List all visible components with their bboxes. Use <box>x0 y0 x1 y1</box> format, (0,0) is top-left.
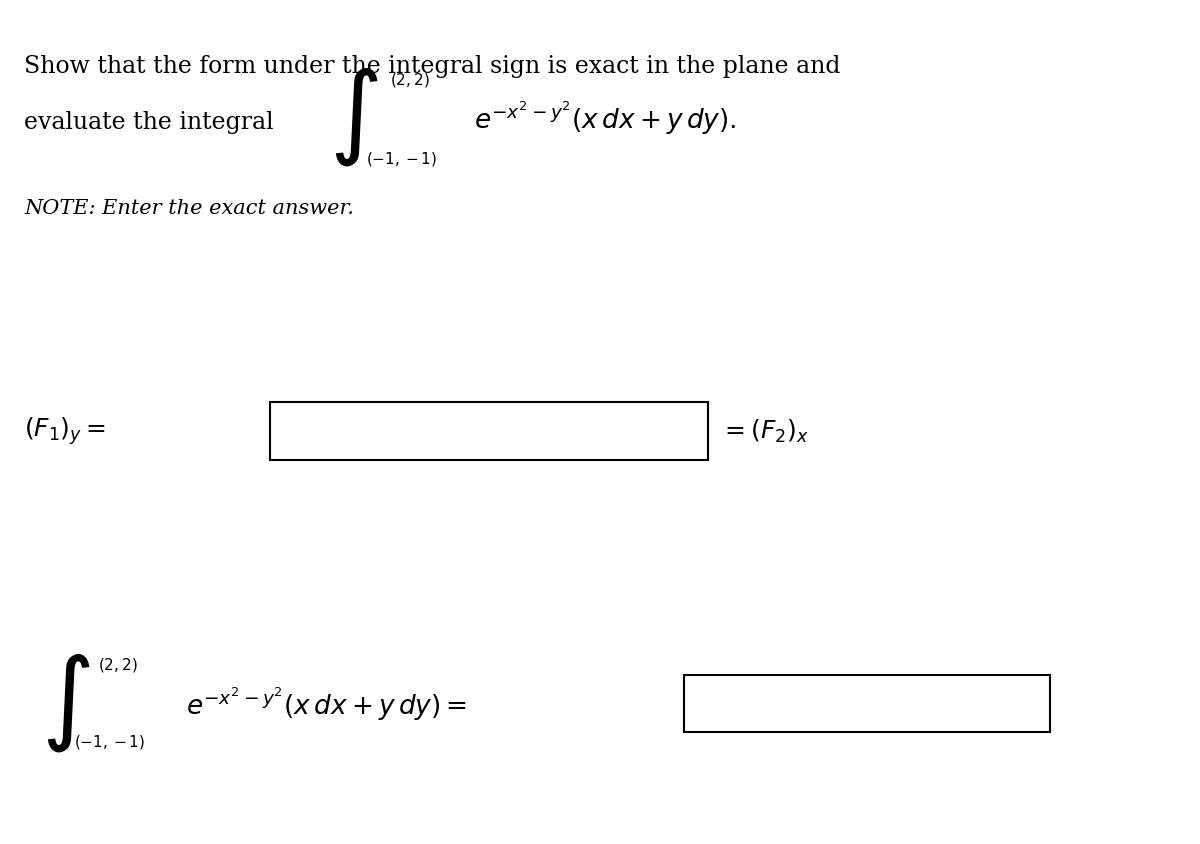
Text: $\int$: $\int$ <box>329 65 379 168</box>
FancyBboxPatch shape <box>684 675 1050 733</box>
Text: $(-1,-1)$: $(-1,-1)$ <box>74 732 145 750</box>
Text: $e^{-x^2-y^2}(x\,dx + y\,dy).$: $e^{-x^2-y^2}(x\,dx + y\,dy).$ <box>474 100 737 137</box>
Text: $e^{-x^2-y^2}(x\,dx + y\,dy) =$: $e^{-x^2-y^2}(x\,dx + y\,dy) =$ <box>186 684 467 722</box>
Text: $(-1,-1)$: $(-1,-1)$ <box>366 149 437 168</box>
Text: Show that the form under the integral sign is exact in the plane and: Show that the form under the integral si… <box>24 55 840 78</box>
Text: evaluate the integral: evaluate the integral <box>24 111 274 134</box>
Text: $\int$: $\int$ <box>41 651 91 754</box>
Text: $(2,2)$: $(2,2)$ <box>390 71 430 89</box>
Text: $(F_1)_y =$: $(F_1)_y =$ <box>24 414 106 446</box>
Text: $(2,2)$: $(2,2)$ <box>98 655 138 674</box>
FancyBboxPatch shape <box>270 403 708 460</box>
Text: $= (F_2)_x$: $= (F_2)_x$ <box>720 417 809 444</box>
Text: NOTE: Enter the exact answer.: NOTE: Enter the exact answer. <box>24 198 354 217</box>
